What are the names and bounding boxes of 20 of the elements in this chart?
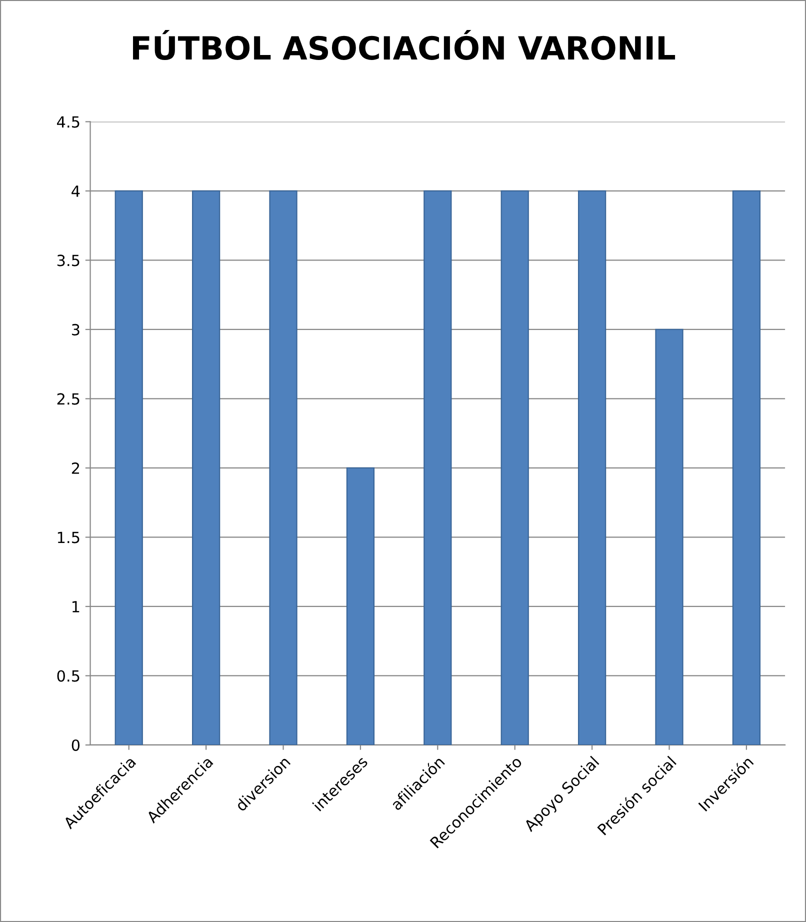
chart-title: FÚTBOL ASOCIACIÓN VARONIL (133, 30, 676, 60)
y-tick-label: 2 (72, 462, 80, 474)
bar (192, 190, 220, 745)
y-tick-label: 3 (72, 324, 80, 336)
y-tick-label: 4.5 (57, 116, 80, 128)
y-tick-label: 3.5 (57, 254, 80, 266)
y-tick-label: 1.5 (58, 532, 80, 544)
y-tick-label: 1 (72, 601, 80, 612)
bar (424, 190, 452, 745)
y-tick-label: 2.5 (57, 393, 80, 405)
bar (269, 190, 298, 745)
bar (732, 190, 761, 745)
bar (655, 328, 684, 745)
bar (114, 190, 143, 745)
bar (578, 190, 606, 745)
y-tick-label: 0 (72, 739, 80, 751)
y-tick-label: 4 (72, 186, 80, 197)
bar (500, 190, 529, 745)
y-tick-label: 0.5 (57, 670, 80, 682)
bar (346, 467, 375, 745)
